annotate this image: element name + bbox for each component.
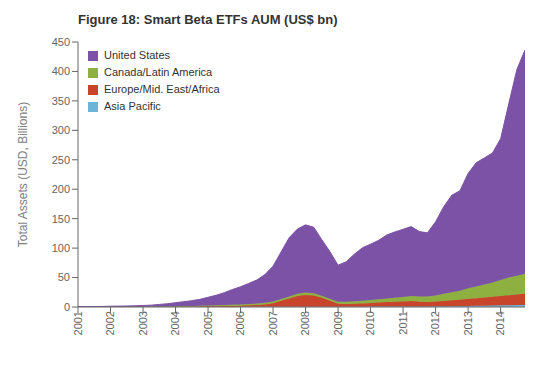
svg-text:250: 250 [52,154,70,166]
svg-text:Total Assets (USD, Billions): Total Assets (USD, Billions) [16,102,30,247]
svg-text:2010: 2010 [364,311,376,335]
svg-text:200: 200 [52,183,70,195]
svg-text:2014: 2014 [494,311,506,335]
html-text:Asia Pacific: Asia Pacific [104,100,161,112]
html-text:Europe/Mid. East/Africa: Europe/Mid. East/Africa [104,83,220,95]
svg-text:100: 100 [52,242,70,254]
svg-text:2005: 2005 [202,311,214,335]
svg-text:150: 150 [52,213,70,225]
svg-text:2007: 2007 [267,311,279,335]
svg-text:350: 350 [52,95,70,107]
svg-text:2012: 2012 [429,311,441,335]
svg-text:2002: 2002 [104,311,116,335]
svg-text:400: 400 [52,65,70,77]
svg-text:2004: 2004 [169,311,181,335]
svg-text:2013: 2013 [462,311,474,335]
svg-text:0: 0 [64,301,70,313]
html-text:Canada/Latin America: Canada/Latin America [104,66,213,78]
svg-text:2006: 2006 [234,311,246,335]
svg-text:2011: 2011 [397,311,409,335]
html-text:Figure 18: Smart Beta ETFs AUM: Figure 18: Smart Beta ETFs AUM (US$ bn) [78,12,338,27]
svg-text:50: 50 [58,271,70,283]
svg-text:2001: 2001 [72,311,84,335]
svg-text:300: 300 [52,124,70,136]
svg-text:2008: 2008 [299,311,311,335]
html-text:United States: United States [104,49,170,61]
svg-text:2009: 2009 [332,311,344,335]
svg-text:450: 450 [52,36,70,48]
svg-text:2003: 2003 [137,311,149,335]
